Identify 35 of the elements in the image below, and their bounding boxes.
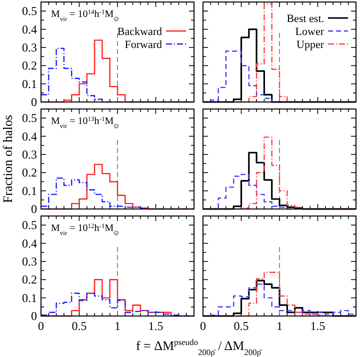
y-axis-title: Fraction of halos	[0, 114, 15, 204]
x-axis-title: f = ΔM$^{pseudo}$$_{200ρ̄}$ / ΔM$_{200ρ̄}$	[136, 337, 264, 357]
legend-label: Backward	[117, 26, 162, 38]
y-tick-label: 0.3	[22, 40, 37, 54]
legend-label: Best est.	[286, 13, 324, 25]
y-tick-label: 0	[31, 202, 37, 216]
y-tick-label: 0.5	[22, 4, 37, 18]
legend-label: Upper	[296, 39, 324, 51]
y-tick-label: 0.1	[22, 76, 37, 91]
y-tick-label: 0.2	[22, 272, 37, 287]
x-tick-label: 1.5	[148, 319, 164, 333]
y-tick-label: 0.2	[22, 166, 37, 180]
y-tick-label: 0.4	[22, 22, 37, 36]
y-tick-label: 0	[31, 309, 37, 323]
y-tick-label: 0.3	[22, 254, 37, 268]
y-tick-label: 0	[31, 95, 37, 109]
y-tick-label: 0.5	[22, 218, 37, 232]
y-tick-label: 0.4	[22, 236, 37, 250]
annotation: M$_{vir}$ = 10$^{12}$h$^{-1}$M$_{⊙}$	[51, 222, 120, 236]
x-tick-label: 0.5	[234, 319, 249, 333]
y-tick-label: 0.4	[22, 129, 37, 144]
annotation: M$_{vir}$ = 10$^{14}$h$^{-1}$M$_{⊙}$	[51, 8, 120, 22]
y-tick-label: 0.5	[22, 111, 37, 126]
y-tick-label: 0.3	[22, 147, 37, 162]
x-tick-label: 1	[276, 319, 282, 333]
y-tick-label: 0.2	[22, 58, 37, 73]
x-tick-label: 0.5	[72, 319, 87, 333]
x-tick-label: 1	[114, 319, 120, 333]
y-tick-label: 0.1	[22, 184, 37, 198]
annotation: M$_{vir}$ = 10$^{13}$h$^{-1}$M$_{⊙}$	[51, 116, 120, 130]
y-tick-label: 0.1	[22, 290, 37, 305]
x-tick-label: 0	[200, 319, 206, 333]
legend-label: Lower	[295, 26, 324, 38]
x-tick-label: 1.5	[310, 319, 326, 333]
legend-label: Forward	[124, 39, 162, 51]
